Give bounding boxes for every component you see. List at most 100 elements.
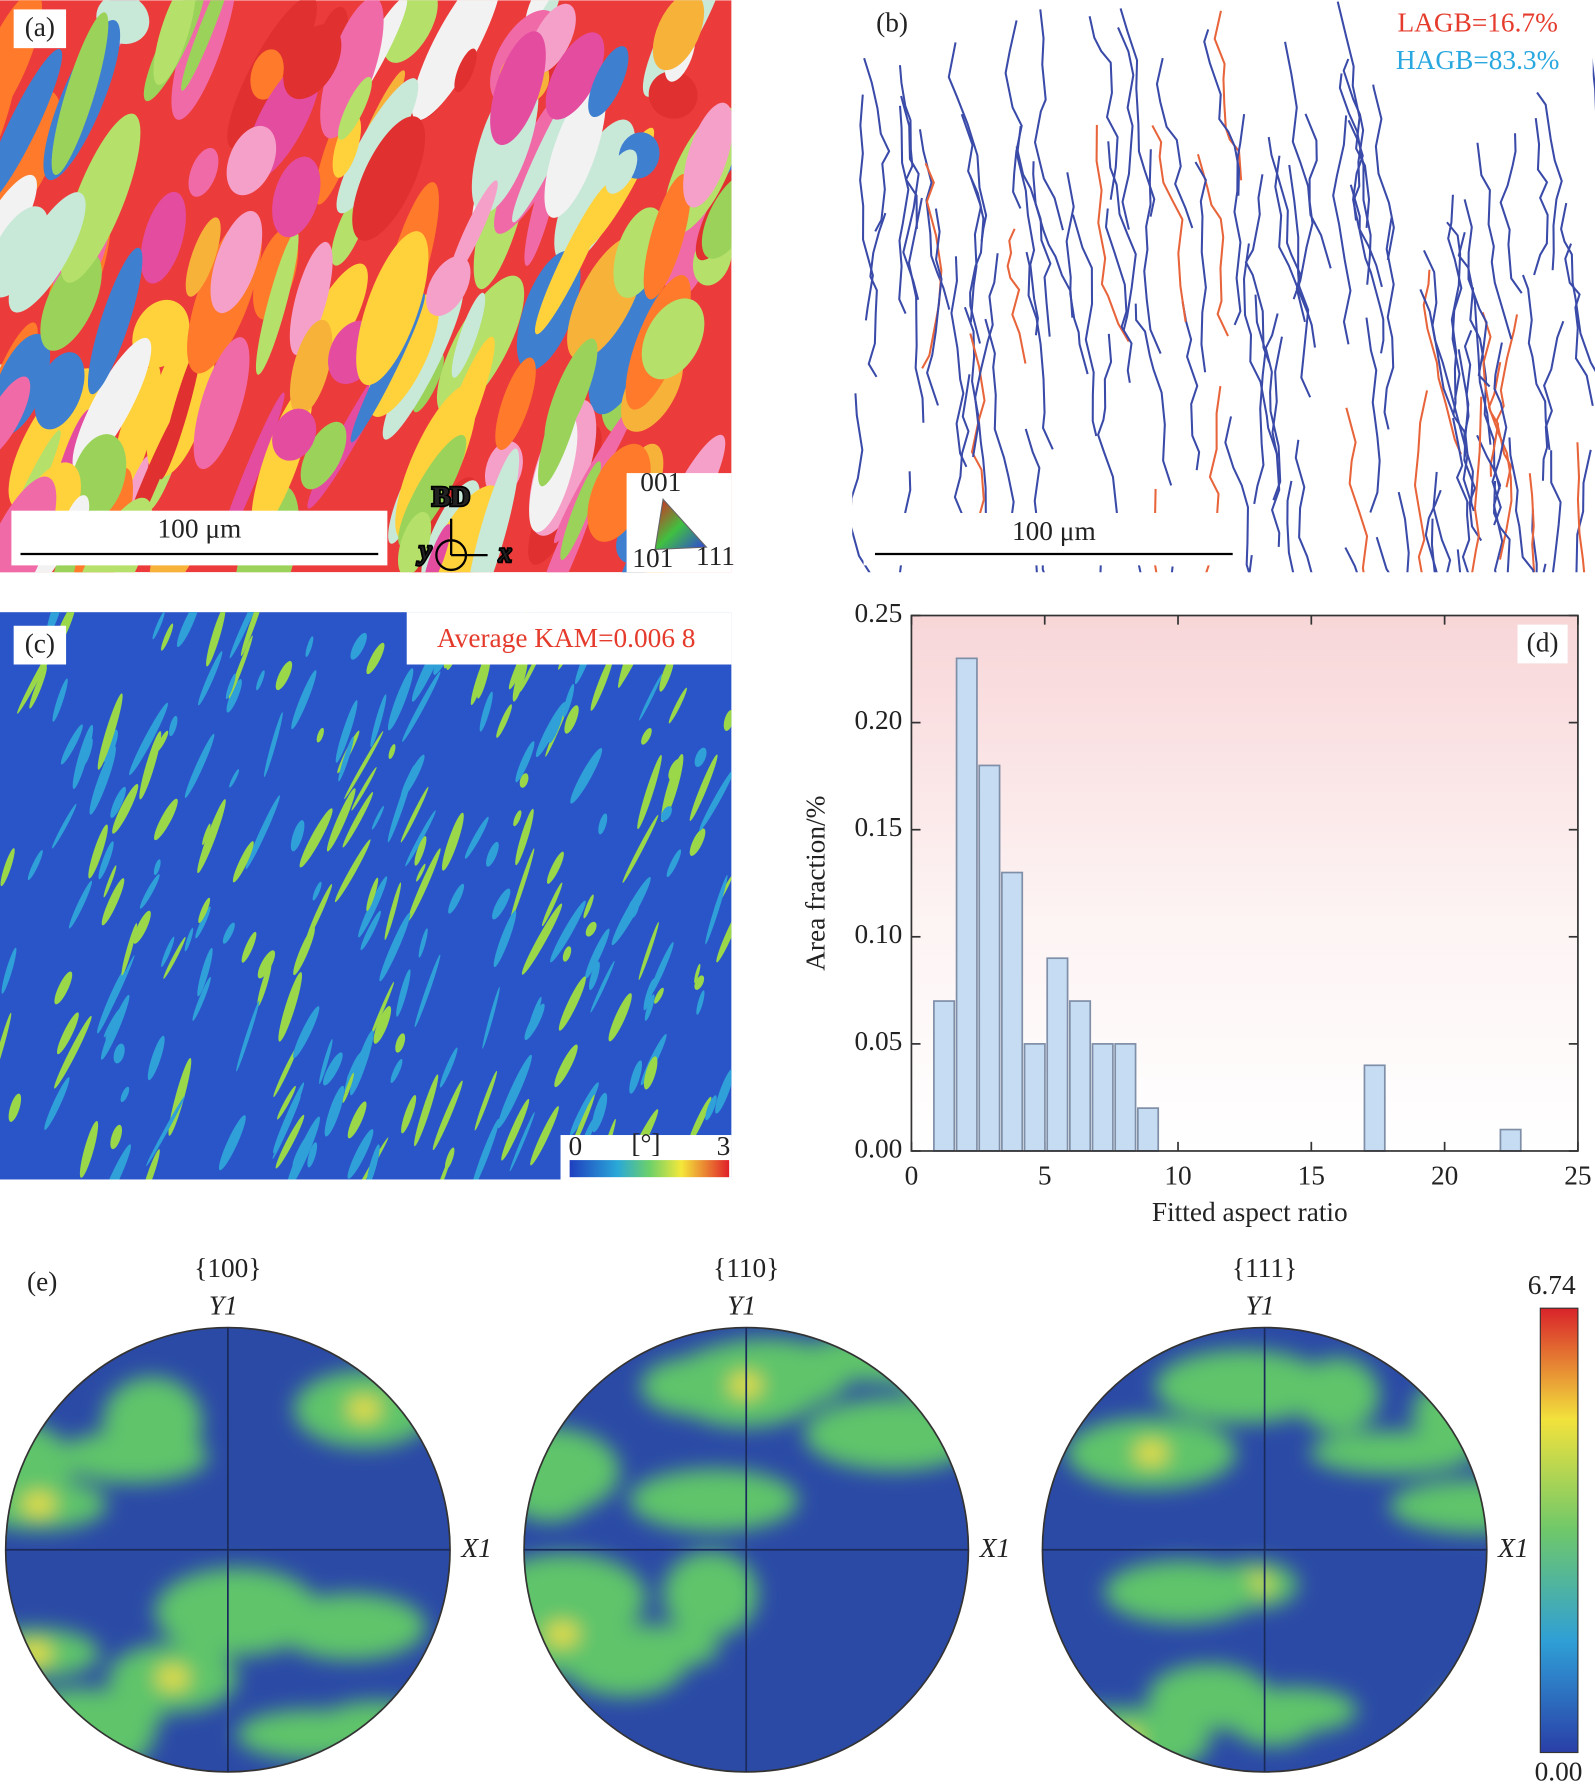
grain-boundary [1349, 184, 1385, 354]
kam-streak [110, 786, 126, 818]
bar [1114, 1043, 1137, 1152]
kam-streak [400, 754, 425, 799]
grain-boundary [1004, 20, 1023, 209]
kam-streak [638, 921, 659, 980]
kam-streak [407, 848, 441, 922]
kam-streak [97, 693, 123, 770]
kam-streak [648, 941, 674, 998]
kam-streak [588, 961, 600, 991]
kam-map [0, 612, 732, 1180]
grain-boundary [1071, 214, 1098, 437]
grain-boundary [1096, 333, 1118, 514]
grain-boundary [1233, 113, 1246, 326]
kam-streak [562, 946, 572, 962]
grain [226, 125, 277, 196]
grain-boundary [1133, 541, 1142, 573]
grain [495, 357, 536, 450]
axis-label: x [498, 537, 511, 567]
density-blob [804, 1397, 969, 1471]
grain-boundary [1107, 141, 1137, 332]
grain-boundary [1457, 349, 1483, 542]
grain-boundary [1194, 161, 1207, 373]
grain-boundary [1345, 407, 1369, 573]
grain [72, 337, 152, 473]
colorbar-label: 0 [569, 1131, 583, 1161]
grain-boundary [1088, 16, 1119, 200]
kam-streak [373, 1005, 392, 1044]
grain-boundary [1065, 172, 1089, 375]
kam-streak [323, 1052, 343, 1086]
kam-streak [0, 1012, 12, 1085]
kam-streak [654, 987, 664, 1004]
grain-boundary [1499, 133, 1523, 294]
grain [0, 376, 31, 459]
kam-streak [307, 1142, 318, 1168]
grain-boundary [907, 197, 925, 423]
kam-streak [401, 1095, 417, 1134]
grain-boundary [1528, 473, 1536, 573]
y-tick-label: 0.00 [854, 1133, 902, 1163]
hagb-label: HAGB=83.3% [1396, 45, 1559, 75]
kam-streak [366, 1144, 380, 1180]
scale-bar-label: 100 μm [158, 513, 242, 543]
grain-boundary [1522, 274, 1551, 451]
kam-streak [570, 747, 603, 804]
grain-boundary [947, 42, 988, 242]
kam-streak [342, 791, 374, 848]
kam-streak [528, 996, 542, 1032]
grain-boundary [1286, 480, 1295, 573]
kam-streak [277, 1085, 296, 1120]
kam-streak [155, 730, 169, 753]
kam-streak [371, 805, 384, 830]
label-box [13, 625, 67, 665]
kam-streak [54, 1015, 92, 1089]
grain-boundary [1006, 228, 1027, 364]
kam-streak [344, 731, 384, 800]
kam-streak [0, 848, 15, 887]
kam-streak [637, 754, 662, 830]
grain-boundary [867, 212, 887, 378]
kam-streak [439, 1047, 458, 1088]
grain [0, 48, 63, 205]
grain-boundary [1533, 118, 1549, 276]
y-tick-label: 0.05 [854, 1026, 902, 1056]
bar [1069, 1000, 1092, 1152]
grain-boundary [1224, 416, 1251, 573]
kam-streak [275, 1114, 305, 1169]
grain-boundary [1016, 125, 1039, 336]
kam-streak [347, 1101, 367, 1139]
grain-boundary [1151, 125, 1187, 323]
grain-boundary [859, 94, 874, 321]
grain-boundary [1095, 124, 1130, 343]
kam-streak [326, 788, 356, 852]
kam-streak [113, 1043, 125, 1064]
kam-streak [291, 670, 317, 730]
bar [1091, 1043, 1114, 1152]
kam-streak [198, 651, 223, 706]
kam-streak [585, 921, 597, 937]
kam-streak [432, 1080, 463, 1151]
kam-streak [501, 1098, 530, 1161]
kam-streak [689, 828, 706, 856]
legend-label: 111 [696, 541, 735, 571]
grain [554, 119, 636, 265]
kam-streak [705, 1095, 717, 1121]
grain [8, 192, 86, 313]
kam-streak [351, 767, 377, 811]
grain-boundary [950, 256, 968, 468]
grain [210, 210, 263, 314]
bar [1499, 1128, 1522, 1152]
kam-streak [342, 1072, 354, 1103]
scale-bar-box [863, 512, 1240, 566]
grain [193, 337, 250, 470]
kam-streak [598, 813, 608, 835]
kam-streak [696, 990, 705, 1015]
grain [560, 461, 601, 560]
grain [398, 511, 432, 573]
density-blob [1309, 1430, 1475, 1475]
grain-boundary [1413, 390, 1429, 573]
kam-streak [418, 928, 428, 958]
grain-boundary [1025, 251, 1054, 450]
grain [588, 275, 660, 415]
kam-streak [583, 894, 594, 919]
